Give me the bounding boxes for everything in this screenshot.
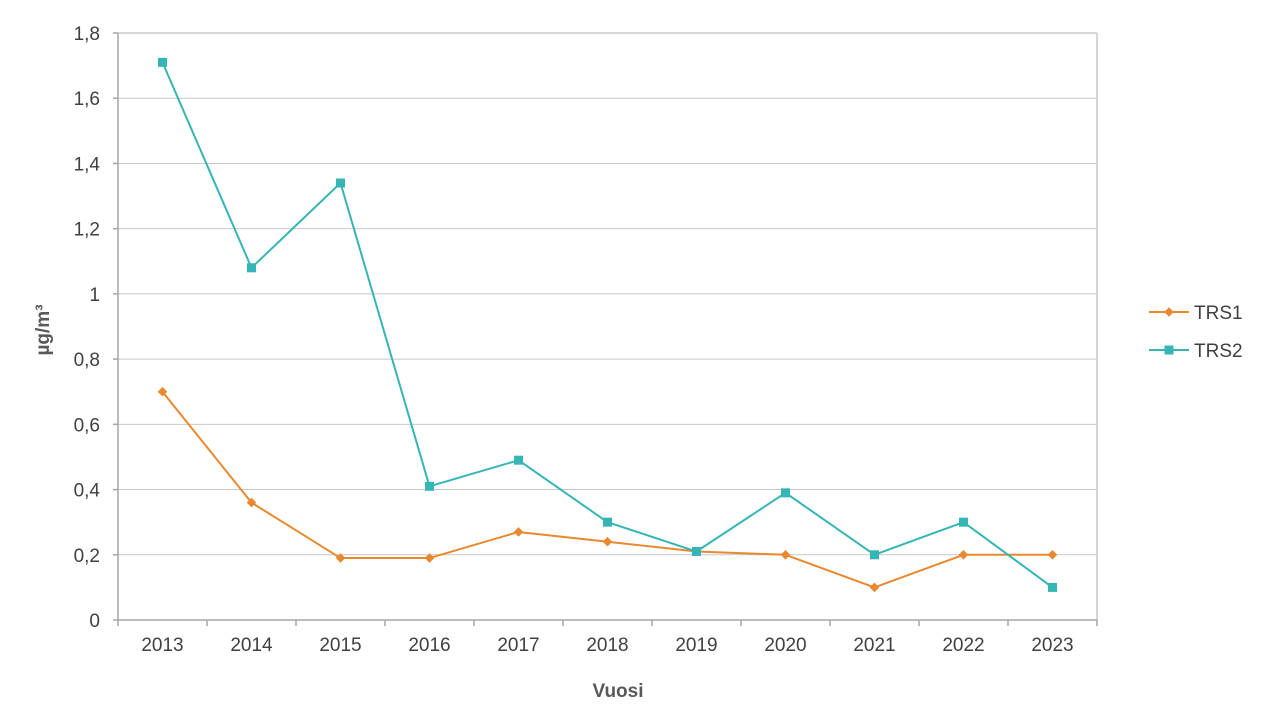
y-tick-label: 1,8 (74, 24, 100, 45)
y-tick-label: 0,8 (74, 350, 100, 371)
x-tick-label: 2015 (319, 635, 361, 656)
data-point-trs2 (781, 488, 790, 498)
data-point-trs2 (247, 263, 256, 273)
data-point-trs1 (335, 553, 346, 563)
data-point-trs2 (336, 178, 345, 188)
x-tick-label: 2013 (141, 635, 183, 656)
x-axis-title: Vuosi (592, 681, 643, 702)
data-point-trs2 (959, 517, 968, 527)
data-point-trs1 (157, 386, 168, 397)
legend-label-trs2: TRS2 (1194, 341, 1243, 362)
x-tick-label: 2018 (586, 635, 628, 656)
data-point-trs1 (1047, 549, 1058, 560)
data-point-trs2 (692, 547, 701, 557)
x-tick-label: 2023 (1031, 635, 1073, 656)
data-point-trs2 (603, 517, 612, 527)
x-tick-label: 2020 (764, 635, 806, 656)
y-tick-label: 1,6 (74, 89, 100, 110)
data-point-trs1 (958, 549, 969, 560)
y-tick-label: 0,6 (74, 415, 100, 436)
x-tick-label: 2022 (942, 635, 984, 656)
data-point-trs2 (1048, 582, 1057, 592)
legend-marker-trs1 (1164, 307, 1174, 317)
x-tick-label: 2021 (853, 635, 895, 656)
data-point-trs1 (869, 582, 880, 593)
legend-label-trs1: TRS1 (1194, 303, 1243, 324)
data-point-trs1 (602, 536, 613, 547)
series-line-trs2 (161, 61, 1054, 589)
data-point-trs1 (424, 553, 435, 563)
x-tick-label: 2019 (675, 635, 717, 656)
data-point-trs2 (870, 550, 879, 560)
legend: TRS1 TRS2 (1149, 303, 1243, 362)
data-point-trs2 (514, 455, 523, 465)
y-tick-label: 0 (89, 611, 100, 632)
x-tick-label: 2014 (230, 635, 273, 656)
axes: 0 0,2 0,4 0,6 0,8 1 1,2 1,4 1,6 1,8 2013 2014 2015 20… (74, 24, 1098, 656)
y-tick-label: 0,2 (74, 546, 100, 567)
y-axis-title: µg/m³ (33, 304, 54, 355)
legend-marker-trs2 (1164, 345, 1174, 355)
data-point-trs2 (158, 57, 167, 67)
x-tick-label: 2017 (497, 635, 539, 656)
data-point-trs2 (425, 481, 434, 491)
series-lines (157, 57, 1058, 593)
series-trs2 (158, 57, 1057, 592)
legend-item-trs2: TRS2 (1149, 341, 1243, 362)
data-point-trs1 (246, 497, 257, 508)
data-point-trs1 (780, 549, 791, 560)
y-tick-label: 1,2 (74, 220, 100, 241)
data-point-trs1 (513, 527, 524, 537)
legend-item-trs1: TRS1 (1149, 303, 1243, 324)
gridlines (118, 32, 1097, 556)
y-tick-label: 1,4 (74, 154, 101, 175)
y-tick-label: 1 (89, 285, 100, 306)
x-tick-label: 2016 (408, 635, 450, 656)
y-tick-label: 0,4 (74, 481, 101, 502)
